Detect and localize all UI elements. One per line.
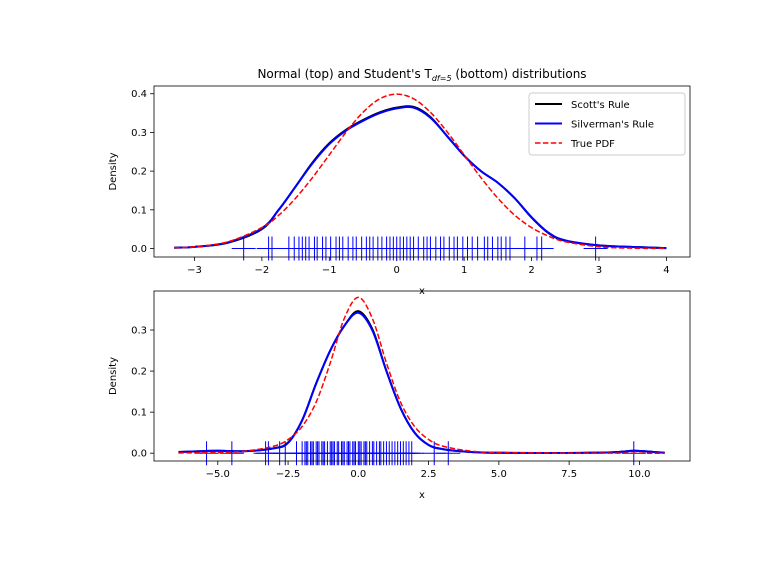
x-tick-label: −1 (322, 265, 337, 276)
y-tick-label: 0.1 (131, 205, 147, 216)
bottom-axes: −5.0 −2.5 0.0 2.5 5.0 7.5 10.0 0.0 0.1 0.2 0.3 x Den… (108, 290, 691, 501)
title-subscript: df=5 (432, 74, 452, 83)
legend: Scott's Rule Silverman's Rule True PDF (528, 92, 686, 156)
axes-frame (153, 290, 691, 462)
rug-marker (436, 441, 461, 466)
y-tick-label: 0.2 (131, 367, 147, 378)
x-tick-label: 0.0 (350, 469, 366, 480)
y-tick-label: 0.0 (131, 449, 147, 460)
x-axis-label: x (419, 286, 425, 297)
rug-marker (583, 236, 608, 261)
top-axes: −3 −2 −1 0 1 2 3 4 0.0 0.1 0.2 0.3 0.4 x Density Scott'… (108, 85, 691, 297)
rug-plot (231, 236, 608, 261)
y-tick-label: 0.0 (131, 244, 147, 255)
x-axis-label: x (419, 490, 425, 501)
x-tick-label: −2 (254, 265, 269, 276)
series-line-scott-s-rule (178, 310, 665, 455)
y-tick-label: 0.2 (131, 167, 147, 178)
x-tick-label: 3 (596, 265, 602, 276)
x-tick-label: −3 (187, 265, 202, 276)
x-tick-label: −5.0 (206, 469, 230, 480)
series-line-true-pdf (174, 93, 667, 250)
y-axis-label: Density (108, 152, 119, 190)
x-tick-label: 5.0 (491, 469, 507, 480)
axes-frame (153, 85, 691, 258)
x-tick-label: 1 (461, 265, 467, 276)
y-tick-label: 0.4 (131, 89, 147, 100)
legend-label: True PDF (570, 139, 615, 150)
y-tick-label: 0.3 (131, 326, 147, 337)
x-tick-label: 4 (663, 265, 669, 276)
series-line-silverman-s-rule (178, 311, 665, 455)
legend-label: Silverman's Rule (571, 120, 654, 131)
legend-box (528, 92, 686, 156)
chart-title: Normal (top) and Student's Tdf=5 (bottom… (257, 67, 586, 83)
series-line-silverman-s-rule (174, 105, 667, 250)
y-axis-label: Density (108, 357, 119, 395)
x-tick-label: 10.0 (628, 469, 650, 480)
x-tick-label: −2.5 (276, 469, 300, 480)
y-tick-label: 0.3 (131, 128, 147, 139)
series-line-true-pdf (178, 296, 665, 454)
x-tick-label: 0 (394, 265, 400, 276)
x-tick-label: 2.5 (421, 469, 437, 480)
x-tick-label: 2 (528, 265, 534, 276)
x-tick-label: 7.5 (561, 469, 577, 480)
rug-marker (219, 441, 244, 466)
y-tick-label: 0.1 (131, 408, 147, 419)
rug-marker (231, 236, 256, 261)
rug-marker (529, 236, 554, 261)
legend-label: Scott's Rule (571, 100, 630, 111)
